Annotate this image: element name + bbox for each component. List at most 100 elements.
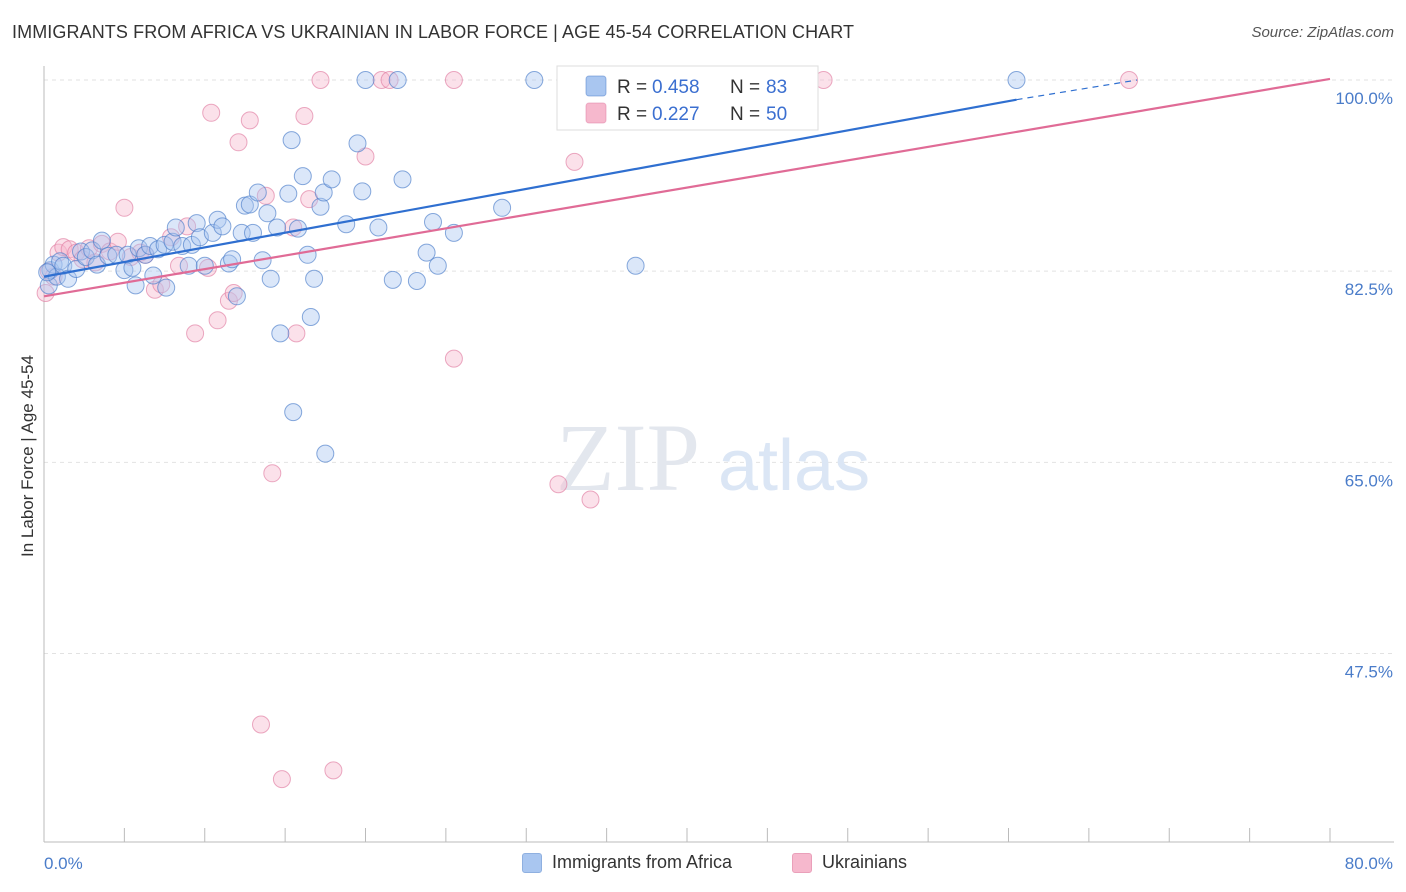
legend-swatch-ukrainians [792, 852, 812, 873]
africa-trend-extension [1016, 79, 1138, 101]
ukrainians-point [581, 490, 600, 509]
legend-swatch-africa [522, 852, 542, 873]
africa-point [383, 270, 402, 289]
africa-point [337, 215, 356, 234]
stats-legend: R = 0.458 N = 83 R = 0.227 N = 50 [556, 65, 819, 131]
africa-point [293, 167, 312, 186]
y-tick-label: 82.5% [1345, 280, 1393, 299]
series-legend: Immigrants from Africa Ukrainians [0, 852, 1406, 880]
watermark-zip: ZIP [556, 404, 700, 511]
legend-n-value: 83 [766, 77, 787, 98]
africa-point [353, 182, 372, 201]
africa-point [261, 269, 280, 288]
ukrainians-point [565, 152, 584, 171]
africa-point [393, 170, 412, 189]
africa-points [38, 71, 1026, 463]
africa-point [301, 308, 320, 326]
x-tick-label-max: 80.0% [1345, 854, 1393, 873]
africa-point [213, 217, 232, 236]
africa-point [284, 403, 303, 422]
africa-point [123, 258, 142, 277]
ukrainians-point [272, 770, 291, 789]
ukrainians-point [1120, 71, 1139, 89]
y-tick-label: 100.0% [1335, 89, 1393, 108]
africa-trend-line [43, 98, 1017, 278]
ukrainians-point [224, 284, 243, 302]
source-credit: Source: ZipAtlas.com [1251, 24, 1394, 41]
legend-r-label: R = [617, 77, 647, 98]
ukrainians-point [444, 349, 463, 368]
ukrainians-point [311, 71, 330, 89]
ukrainians-point [186, 324, 205, 343]
legend-item-ukrainians: Ukrainians [792, 852, 907, 873]
watermark-atlas: atlas [718, 426, 870, 506]
legend-swatch-ukrainians [585, 102, 607, 124]
chart-title: IMMIGRANTS FROM AFRICA VS UKRAINIAN IN L… [12, 22, 855, 42]
legend-n-label: N = [730, 104, 760, 125]
africa-point [129, 239, 148, 258]
africa-point [298, 245, 317, 264]
ukrainians-trend-line [43, 77, 1331, 298]
legend-n-value: 50 [766, 104, 787, 125]
ukrainians-point [295, 107, 314, 125]
ukrainians-point [252, 715, 270, 734]
ukrainians-point [115, 198, 134, 217]
y-tick-label: 47.5% [1345, 663, 1393, 682]
africa-point [356, 71, 375, 89]
legend-n-label: N = [730, 77, 760, 98]
legend-item-africa: Immigrants from Africa [522, 852, 732, 873]
gridlines [44, 79, 1394, 654]
ukrainians-point [240, 111, 259, 130]
africa-point [195, 256, 214, 275]
africa-point [227, 287, 246, 306]
africa-point [258, 204, 277, 223]
africa-point [407, 272, 426, 290]
africa-point [1007, 71, 1026, 89]
ukrainians-point [108, 232, 127, 251]
africa-point [248, 183, 267, 202]
africa-point [428, 256, 447, 275]
africa-point [279, 184, 298, 203]
africa-point [348, 134, 367, 153]
africa-point [424, 213, 442, 231]
legend-label-africa: Immigrants from Africa [552, 852, 733, 872]
ukrainians-point [324, 761, 343, 780]
ukrainians-point [549, 475, 568, 494]
legend-r-label: R = [617, 104, 647, 125]
africa-point [311, 197, 330, 216]
africa-point [626, 256, 645, 275]
ukrainians-point [356, 147, 375, 166]
africa-point [38, 263, 57, 282]
africa-point [305, 269, 324, 288]
africa-point [166, 218, 185, 237]
x-tick-label-min: 0.0% [44, 854, 83, 873]
africa-point [493, 198, 512, 217]
africa-point [268, 218, 287, 237]
ukrainians-point [287, 324, 306, 343]
ukrainians-point [263, 464, 282, 483]
y-tick-label: 65.0% [1345, 471, 1393, 490]
africa-point [322, 170, 341, 189]
ukrainians-point [444, 71, 463, 89]
africa-point [83, 241, 102, 260]
africa-point [157, 278, 176, 297]
africa-point [314, 183, 333, 202]
africa-point [369, 218, 388, 237]
tick-labels: 100.0% 82.5% 65.0% 47.5% 0.0% 80.0% [44, 89, 1393, 873]
africa-point [525, 71, 544, 89]
africa-point [179, 256, 198, 275]
africa-point [163, 232, 182, 251]
africa-point [271, 324, 290, 343]
africa-point [92, 231, 111, 250]
africa-point [417, 243, 436, 262]
trend-lines [43, 77, 1331, 298]
legend-swatch-africa [585, 75, 607, 97]
axes [43, 66, 1394, 843]
ukrainians-point [208, 311, 227, 330]
legend-r-value: 0.458 [652, 77, 700, 98]
ukrainians-points [36, 71, 1139, 789]
ukrainians-point [229, 133, 248, 152]
legend-r-value: 0.227 [652, 104, 700, 125]
africa-point [187, 214, 206, 233]
